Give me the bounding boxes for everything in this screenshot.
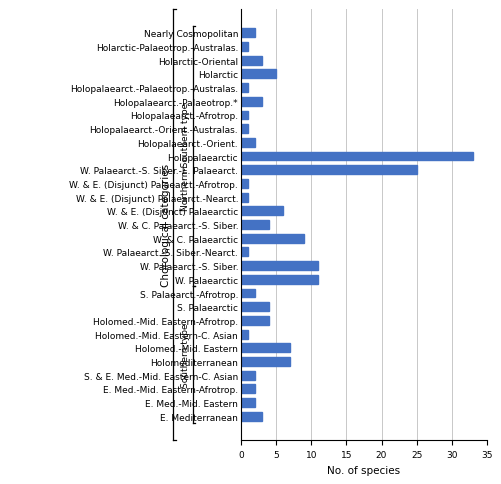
Bar — [240, 234, 304, 243]
Bar — [240, 330, 247, 339]
Text: Southern type: Southern type — [181, 323, 190, 387]
Bar — [240, 125, 247, 134]
Bar — [240, 344, 290, 352]
Bar — [240, 152, 472, 161]
Bar — [240, 98, 262, 106]
Bar — [240, 180, 247, 188]
Bar — [240, 29, 255, 38]
Bar — [240, 166, 416, 175]
Bar — [240, 262, 318, 271]
Bar — [240, 302, 269, 312]
Bar — [240, 138, 255, 148]
Bar — [240, 221, 269, 229]
Bar — [240, 275, 318, 284]
Bar — [240, 289, 255, 298]
Bar — [240, 248, 247, 257]
Bar — [240, 357, 290, 366]
Bar — [240, 317, 269, 325]
Bar — [240, 57, 262, 65]
X-axis label: No. of species: No. of species — [327, 465, 400, 475]
Bar — [240, 111, 247, 120]
Bar — [240, 43, 247, 52]
Bar — [240, 70, 276, 79]
Bar — [240, 84, 247, 93]
Bar — [240, 412, 262, 421]
Bar — [240, 398, 255, 407]
Bar — [240, 385, 255, 393]
Bar — [240, 193, 247, 202]
Text: Chorological categories: Chorological categories — [161, 164, 171, 287]
Bar — [240, 207, 283, 216]
Bar — [240, 371, 255, 380]
Text: Northern-Southern type: Northern-Southern type — [181, 103, 190, 211]
